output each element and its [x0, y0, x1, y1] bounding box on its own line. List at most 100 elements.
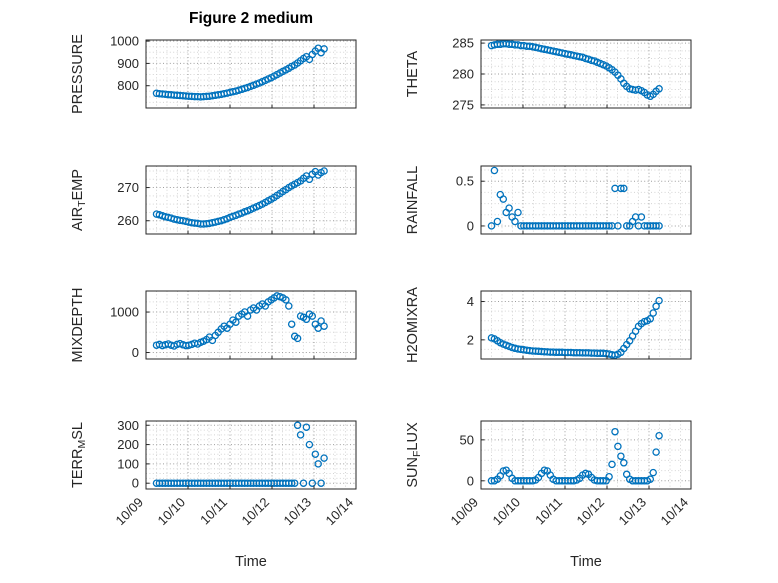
x-axis-title: Time	[570, 554, 602, 570]
data-point-marker	[646, 475, 655, 483]
y-tick-label: 1000	[110, 34, 139, 49]
tick-marks	[480, 42, 692, 108]
x-axis-title: Time	[235, 554, 267, 570]
x-tick-label-group: 10/14	[323, 495, 357, 529]
tick-marks	[145, 187, 357, 234]
grid-lines	[146, 166, 356, 234]
subplot-sun-flux: 10/09 10/10 10/11 10/12 10/13 10/14 0 50 SUNFLUX	[405, 420, 692, 529]
data-point-marker	[652, 302, 660, 311]
y-axis-label-sun-flux: SUNFLUX	[405, 422, 423, 488]
data-point-marker	[314, 460, 322, 468]
data-point-marker	[232, 318, 240, 326]
axes-box	[145, 39, 357, 109]
data-points	[152, 44, 328, 101]
data-point-marker	[285, 302, 293, 310]
axes-box	[145, 290, 357, 360]
data-point-marker	[605, 222, 613, 230]
data-point-marker	[605, 472, 613, 481]
data-point-marker	[287, 320, 296, 328]
data-point-marker	[637, 213, 646, 221]
data-point-marker	[290, 479, 299, 487]
data-point-marker	[655, 85, 663, 93]
y-tick-label: 4	[467, 294, 474, 309]
y-tick-label: 0	[467, 473, 474, 488]
x-tick-label-group: 10/09	[448, 495, 482, 529]
data-point-marker	[655, 431, 663, 440]
y-axis-label-pressure: PRESSURE	[70, 34, 86, 114]
x-tick-label: 10/09	[448, 495, 482, 529]
data-point-marker	[296, 431, 305, 439]
data-point-marker	[622, 222, 631, 230]
x-tick-label: 10/14	[323, 495, 357, 529]
grid-lines	[481, 40, 691, 108]
data-points	[487, 296, 663, 359]
x-tick-label: 10/13	[281, 495, 315, 529]
subplot-air-temp: 260 270 AIRTEMP	[70, 165, 357, 235]
data-points	[152, 167, 328, 228]
subplot-pressure: 800 900 1000 PRESSURE	[70, 34, 357, 114]
y-tick-label: 50	[460, 432, 474, 447]
grid-lines	[481, 421, 691, 489]
data-point-marker	[511, 217, 519, 226]
tick-marks	[145, 424, 357, 489]
y-tick-label: 900	[117, 56, 139, 71]
data-point-marker	[611, 427, 619, 436]
y-tick-label: 0.5	[456, 174, 474, 189]
y-axis-label-terr-msl: TERRMSL	[70, 422, 88, 488]
data-point-marker	[320, 454, 328, 462]
x-tick-label: 10/13	[616, 495, 650, 529]
data-point-marker	[305, 440, 314, 449]
y-tick-label: 0	[132, 476, 139, 491]
axes-box	[480, 290, 692, 360]
x-tick-label-group: 10/09	[113, 495, 147, 529]
y-tick-label: 285	[452, 36, 474, 51]
axes-box	[480, 420, 692, 490]
y-axis-label-theta: THETA	[405, 50, 421, 97]
data-point-marker	[620, 459, 628, 467]
data-point-marker	[308, 479, 317, 487]
data-point-marker	[652, 222, 660, 230]
data-point-marker	[646, 315, 655, 323]
x-tick-label-group: 10/12	[574, 495, 608, 529]
data-point-marker	[302, 423, 311, 431]
tick-marks	[145, 311, 357, 359]
data-points	[152, 421, 328, 487]
data-point-marker	[655, 296, 663, 305]
data-point-marker	[299, 479, 308, 487]
data-point-marker	[652, 448, 660, 456]
x-tick-label: 10/10	[490, 495, 524, 529]
data-point-marker	[608, 460, 616, 469]
subplot-theta: 275 280 285 THETA	[405, 36, 692, 112]
data-point-marker	[243, 312, 252, 320]
y-tick-label: 300	[117, 418, 139, 433]
data-point-marker	[499, 195, 508, 203]
data-point-marker	[649, 309, 657, 317]
data-point-marker	[599, 477, 607, 485]
y-tick-label: 0	[132, 345, 139, 360]
x-tick-label: 10/11	[197, 495, 230, 528]
x-tick-label: 10/11	[532, 495, 565, 528]
data-point-marker	[514, 208, 522, 217]
y-axis-label-rainfall: RAINFALL	[405, 166, 421, 235]
data-point-marker	[311, 450, 320, 458]
x-tick-label-group: 10/14	[658, 495, 692, 529]
x-tick-label: 10/14	[658, 495, 692, 529]
data-point-marker	[614, 222, 622, 230]
subplot-terr-msl: 10/09 10/10 10/11 10/12 10/13 10/14 0 100 200 300…	[70, 418, 357, 529]
data-point-marker	[293, 421, 302, 430]
x-tick-label-group: 10/11	[197, 495, 230, 528]
grid-lines	[146, 291, 356, 359]
data-point-marker	[287, 479, 296, 487]
x-tick-label-group: 10/10	[155, 495, 189, 529]
y-tick-label: 800	[117, 78, 139, 93]
x-tick-label: 10/09	[113, 495, 147, 529]
x-tick-label-group: 10/11	[532, 495, 565, 528]
x-tick-label-group: 10/10	[490, 495, 524, 529]
y-tick-label: 275	[452, 97, 474, 112]
data-point-marker	[617, 452, 625, 460]
y-tick-label: 2	[467, 332, 474, 347]
x-tick-label-group: 10/13	[616, 495, 650, 529]
tick-marks	[480, 301, 692, 359]
